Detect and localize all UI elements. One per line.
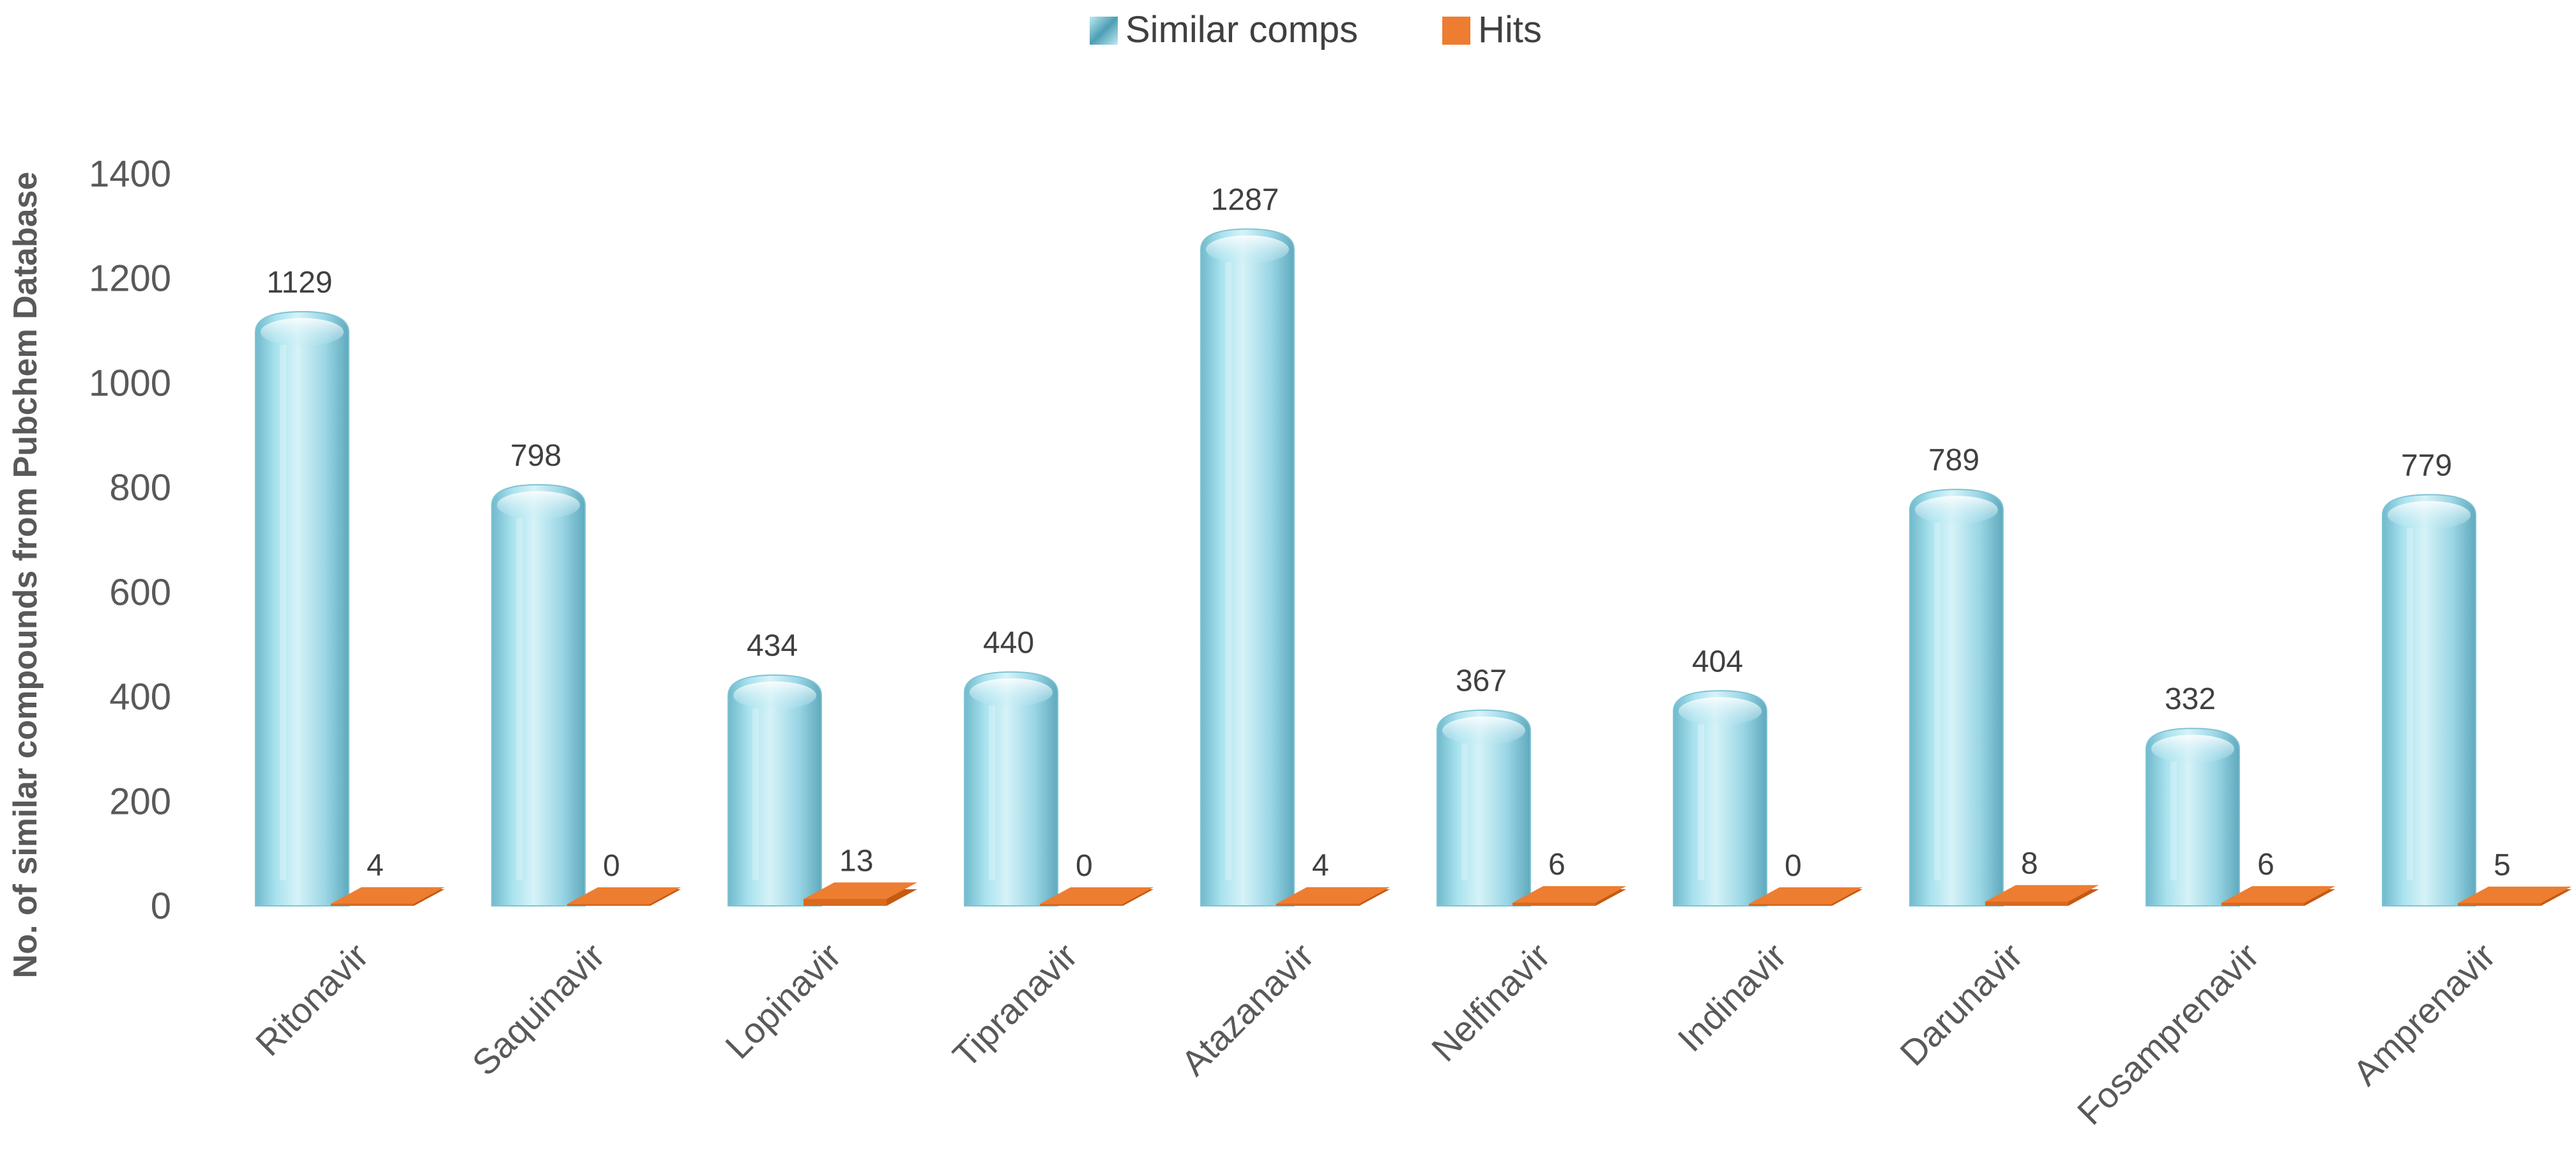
data-label-hits: 8 <box>2021 846 2038 880</box>
x-tick-label: Nelfinavir <box>1424 935 1558 1069</box>
x-tick-label: Atazanavir <box>1173 935 1322 1083</box>
data-label-hits: 4 <box>367 849 384 883</box>
y-tick-label: 400 <box>109 677 171 718</box>
bar-hits <box>804 882 917 906</box>
x-tick-label: Indinavir <box>1670 935 1794 1059</box>
legend: Similar comps Hits <box>1090 9 1542 50</box>
data-label-hits: 0 <box>603 849 620 883</box>
data-label-similar-comps: 789 <box>1928 443 1979 477</box>
y-tick-label: 0 <box>151 885 171 927</box>
y-tick-label: 200 <box>109 781 171 822</box>
bar-hits <box>2222 886 2335 906</box>
plot-area: 1129 4 798 0 434 13 440 0 1287 4 367 6 404 0 789 8 332 6 7… <box>255 183 2572 906</box>
data-label-hits: 0 <box>1785 849 1802 883</box>
data-label-hits: 6 <box>1548 848 1566 882</box>
bar-hits <box>1749 887 1863 906</box>
data-label-similar-comps: 440 <box>983 626 1034 660</box>
y-tick-label: 1200 <box>89 258 171 300</box>
data-label-similar-comps: 1287 <box>1211 183 1279 217</box>
data-label-similar-comps: 1129 <box>266 266 332 300</box>
bar-hits <box>2458 886 2572 906</box>
bar-similar-comps <box>1437 709 1531 906</box>
y-tick-label: 600 <box>109 572 171 613</box>
x-tick-label: Ritonavir <box>248 935 376 1064</box>
bar-hits <box>1276 887 1390 906</box>
legend-swatch-hits <box>1442 17 1470 45</box>
x-tick-label: Tipranavir <box>945 935 1085 1075</box>
data-label-hits: 5 <box>2494 848 2511 882</box>
data-label-hits: 6 <box>2257 848 2275 882</box>
data-label-similar-comps: 332 <box>2165 682 2216 716</box>
bar-similar-comps <box>964 671 1058 906</box>
legend-label-similar-comps: Similar comps <box>1125 9 1358 50</box>
legend-label-hits: Hits <box>1478 9 1542 50</box>
bar-hits <box>1985 885 2099 906</box>
bar-similar-comps <box>2382 494 2476 906</box>
bar-similar-comps <box>1673 690 1767 906</box>
bar-similar-comps <box>728 674 822 906</box>
x-tick-label: Amprenavir <box>2345 935 2503 1093</box>
y-axis: 0 200 400 600 800 1000 1200 1400 <box>89 153 171 927</box>
data-label-similar-comps: 798 <box>510 439 561 473</box>
data-label-similar-comps: 779 <box>2401 448 2452 482</box>
bar-hits <box>567 887 681 906</box>
x-tick-label: Darunavir <box>1892 935 2030 1073</box>
data-label-hits: 4 <box>1312 849 1329 883</box>
data-label-similar-comps: 367 <box>1456 664 1507 698</box>
bar-similar-comps <box>2145 728 2240 906</box>
y-axis-title: No. of similar compounds from Pubchem Da… <box>7 172 44 979</box>
x-tick-label: Saquinavir <box>464 935 613 1083</box>
data-label-hits: 0 <box>1076 849 1093 883</box>
legend-swatch-similar-comps <box>1090 17 1118 45</box>
bar-hits <box>1040 887 1154 906</box>
y-tick-label: 1400 <box>89 153 171 195</box>
data-label-similar-comps: 434 <box>747 629 798 663</box>
y-tick-label: 1000 <box>89 362 171 404</box>
data-label-similar-comps: 404 <box>1692 645 1743 678</box>
x-axis: Ritonavir Saquinavir Lopinavir Tipranavir At… <box>248 935 2503 1133</box>
x-tick-label: Lopinavir <box>717 935 848 1066</box>
bar-hits <box>331 887 445 906</box>
bar-similar-comps <box>491 484 586 906</box>
bar-similar-comps <box>1909 489 2004 906</box>
y-tick-label: 800 <box>109 467 171 509</box>
bar-hits <box>1513 886 1626 906</box>
x-tick-label: Fosamprenavir <box>2069 935 2267 1133</box>
bar-similar-comps <box>1200 228 1295 906</box>
data-label-hits: 13 <box>839 844 873 878</box>
bar-similar-comps <box>255 310 349 906</box>
